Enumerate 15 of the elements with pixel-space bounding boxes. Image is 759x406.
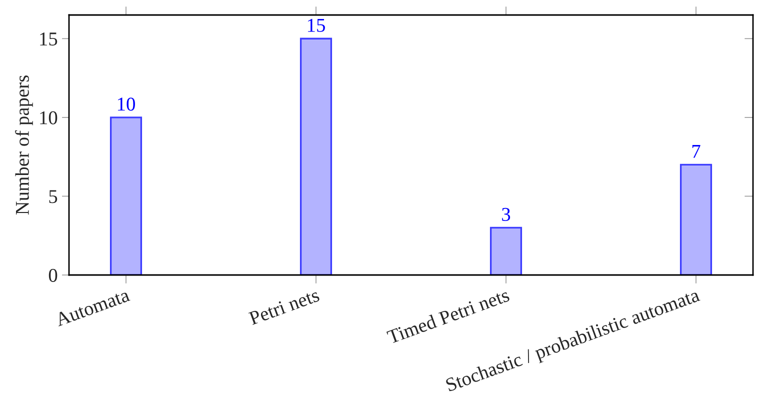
data-label: 7 [692,145,700,158]
x-tick-label: Petri nets [248,288,320,326]
data-label: 10 [118,98,135,111]
y-tick-label: 0 [48,268,58,282]
bar [680,164,712,275]
x-tick-label: Timed Petri nets [386,288,510,344]
y-tick-label: 15 [40,32,58,46]
y-tick-label: 10 [40,111,58,124]
y-axis-title: Number of papers [15,76,33,215]
bar [490,226,522,275]
bar [300,38,332,275]
data-label: 15 [308,18,325,32]
y-tick-label: 5 [49,190,58,204]
data-label: 3 [502,208,510,221]
bar [110,116,142,275]
